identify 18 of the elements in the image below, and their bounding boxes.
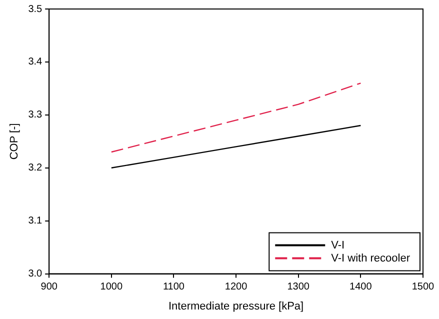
y-tick-label: 3.3 xyxy=(28,110,43,121)
x-tick-label: 1400 xyxy=(350,282,372,293)
x-tick-label: 1000 xyxy=(100,282,123,293)
x-tick-label: 1200 xyxy=(224,282,248,293)
y-tick-label: 3.2 xyxy=(28,162,43,174)
y-tick-label: 3.0 xyxy=(28,268,43,280)
x-tick-label: 900 xyxy=(40,282,58,293)
legend-label: V-I xyxy=(331,239,345,252)
x-tick-label: 1100 xyxy=(162,282,185,293)
y-tick-label: 3.4 xyxy=(28,56,43,68)
legend-label: V-I with recooler xyxy=(331,252,410,264)
y-tick-label: 3.5 xyxy=(28,4,43,15)
y-tick-label: 3.1 xyxy=(28,216,43,227)
line-series xyxy=(110,82,362,153)
x-tick-label: 1300 xyxy=(287,282,310,293)
x-axis-title: Intermediate pressure [kPa] xyxy=(168,300,304,312)
y-axis-title: COP [-] xyxy=(8,123,21,160)
x-tick-label: 1500 xyxy=(412,282,435,293)
